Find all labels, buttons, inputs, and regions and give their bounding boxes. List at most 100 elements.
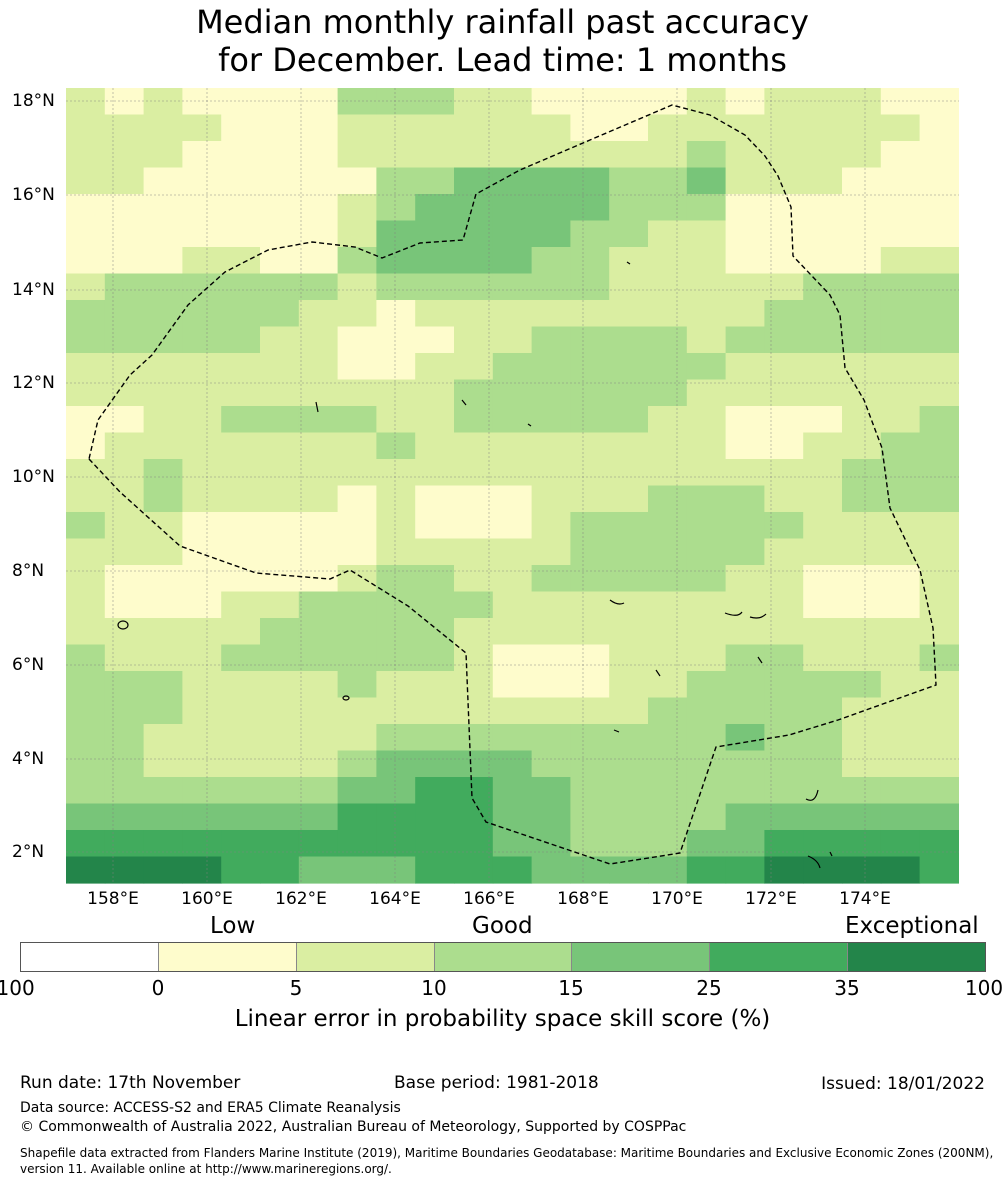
skill-cell bbox=[570, 803, 610, 831]
base-period: Base period: 1981-2018 bbox=[394, 1073, 599, 1093]
skill-cell bbox=[531, 591, 571, 619]
skill-cell bbox=[648, 88, 688, 116]
skill-cell bbox=[454, 167, 494, 195]
lat-label: 4°N bbox=[12, 749, 45, 769]
skill-cell bbox=[260, 273, 300, 301]
skill-cell bbox=[298, 247, 339, 275]
skill-cell bbox=[66, 88, 106, 116]
skill-cell bbox=[919, 538, 959, 566]
skill-cell bbox=[842, 432, 882, 460]
skill-cell bbox=[298, 406, 339, 434]
skill-cell bbox=[492, 167, 533, 195]
skill-cell bbox=[609, 750, 649, 778]
skill-cell bbox=[298, 114, 339, 142]
skill-cell bbox=[764, 379, 804, 407]
skill-cell bbox=[570, 326, 610, 354]
skill-cell bbox=[725, 353, 765, 381]
skill-cell bbox=[880, 247, 921, 275]
skill-cell bbox=[764, 697, 804, 725]
skill-cell bbox=[725, 432, 765, 460]
skill-cell bbox=[454, 803, 494, 831]
skill-cell bbox=[570, 777, 610, 805]
skill-cell bbox=[764, 856, 804, 884]
skill-cell bbox=[803, 114, 843, 142]
island-outline bbox=[655, 669, 661, 677]
skill-cell bbox=[337, 300, 377, 328]
island-outline bbox=[805, 789, 819, 801]
skill-cell bbox=[803, 856, 843, 884]
skill-cell bbox=[454, 830, 494, 858]
skill-cell bbox=[143, 856, 183, 884]
skill-cell bbox=[725, 697, 765, 725]
skill-cell bbox=[182, 273, 222, 301]
skill-cell bbox=[337, 644, 377, 672]
skill-cell bbox=[842, 379, 882, 407]
skill-cell bbox=[570, 697, 610, 725]
skill-cell bbox=[143, 618, 183, 646]
skill-cell bbox=[919, 803, 959, 831]
skill-cell bbox=[803, 194, 843, 222]
skill-cell bbox=[803, 644, 843, 672]
skill-cell bbox=[415, 485, 455, 513]
skill-cell bbox=[842, 167, 882, 195]
skill-cell bbox=[298, 777, 339, 805]
skill-cell bbox=[725, 591, 765, 619]
lon-label: 162°E bbox=[275, 889, 327, 909]
skill-cell bbox=[880, 432, 921, 460]
eez-boundary bbox=[88, 104, 937, 865]
skill-cell bbox=[454, 220, 494, 248]
skill-cell bbox=[66, 300, 106, 328]
skill-cell bbox=[143, 697, 183, 725]
skill-cell bbox=[880, 777, 921, 805]
skill-cell bbox=[803, 326, 843, 354]
skill-cell bbox=[570, 459, 610, 487]
skill-cell bbox=[648, 830, 688, 858]
skill-cell bbox=[531, 273, 571, 301]
skill-cell bbox=[260, 591, 300, 619]
island-outline bbox=[749, 613, 767, 619]
skill-cell bbox=[686, 830, 727, 858]
skill-cell bbox=[570, 538, 610, 566]
skill-cell bbox=[182, 671, 222, 699]
skill-cell bbox=[648, 220, 688, 248]
skill-cell bbox=[66, 512, 106, 540]
skill-cell bbox=[337, 459, 377, 487]
skill-cell bbox=[104, 247, 145, 275]
skill-cell bbox=[376, 167, 416, 195]
skill-cell bbox=[221, 141, 261, 169]
skill-cell bbox=[570, 114, 610, 142]
skill-cell bbox=[66, 697, 106, 725]
skill-cell bbox=[764, 406, 804, 434]
skill-cell bbox=[143, 565, 183, 593]
skill-cell bbox=[919, 432, 959, 460]
skill-cell bbox=[415, 459, 455, 487]
skill-cell bbox=[686, 141, 727, 169]
skill-cell bbox=[492, 220, 533, 248]
skill-cell bbox=[919, 167, 959, 195]
skill-cell bbox=[648, 618, 688, 646]
skill-cell bbox=[492, 697, 533, 725]
skill-cell bbox=[454, 671, 494, 699]
skill-cell bbox=[260, 644, 300, 672]
skill-cell bbox=[880, 724, 921, 752]
skill-cell bbox=[842, 459, 882, 487]
skill-cell bbox=[803, 591, 843, 619]
skill-cell bbox=[66, 379, 106, 407]
skill-cell bbox=[842, 114, 882, 142]
skill-cell bbox=[648, 512, 688, 540]
skill-cell bbox=[531, 671, 571, 699]
skill-cell bbox=[686, 459, 727, 487]
skill-cell bbox=[842, 618, 882, 646]
skill-cell bbox=[919, 247, 959, 275]
skill-cell bbox=[492, 406, 533, 434]
skill-cell bbox=[104, 379, 145, 407]
skill-cell bbox=[221, 167, 261, 195]
skill-cell bbox=[260, 485, 300, 513]
island-outline bbox=[117, 620, 129, 630]
skill-cell bbox=[337, 273, 377, 301]
skill-cell bbox=[298, 273, 339, 301]
skill-cell bbox=[880, 88, 921, 116]
skill-cell bbox=[221, 591, 261, 619]
skill-cell bbox=[454, 591, 494, 619]
skill-cell bbox=[66, 353, 106, 381]
